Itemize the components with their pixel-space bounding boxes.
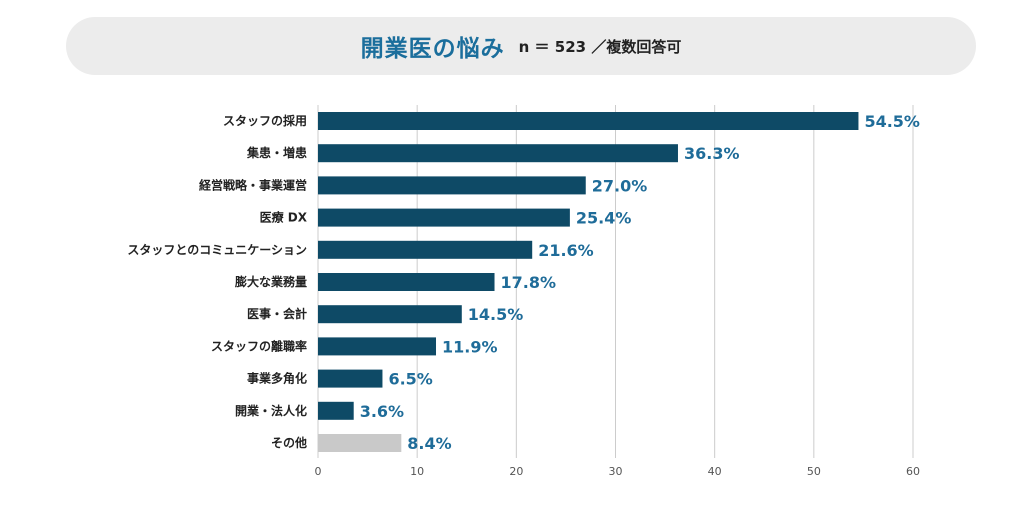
value-label: 54.5% (864, 112, 920, 131)
bar (318, 240, 533, 259)
category-label: 医療 DX (260, 210, 308, 225)
category-label: スタッフとのコミュニケーション (127, 243, 307, 257)
bar (318, 337, 437, 356)
x-tick-label: 30 (609, 465, 623, 478)
value-label: 3.6% (360, 402, 404, 421)
bar (318, 369, 383, 388)
category-label: 経営戦略・事業運営 (199, 177, 307, 192)
category-label: 開業・法人化 (235, 403, 307, 418)
bar (318, 144, 678, 163)
value-label: 8.4% (407, 434, 451, 453)
bars (318, 112, 859, 452)
bar (318, 434, 402, 452)
value-label: 25.4% (576, 209, 632, 228)
grid-lines (317, 105, 914, 458)
value-label: 17.8% (501, 273, 557, 292)
x-tick-label: 40 (708, 465, 722, 478)
bar (318, 305, 462, 324)
x-tick-label: 50 (807, 465, 821, 478)
category-label: スタッフの採用 (223, 113, 307, 128)
bar (318, 176, 586, 195)
chart-subtitle: n ＝ 523 ／複数回答可 (518, 37, 682, 56)
title-banner: 開業医の悩み n ＝ 523 ／複数回答可 (66, 17, 976, 75)
bar (318, 401, 354, 420)
category-label: 事業多角化 (247, 371, 307, 386)
chart-title: 開業医の悩み (360, 36, 505, 62)
x-tick-label: 10 (410, 465, 424, 478)
category-label: 集患・増患 (246, 145, 307, 160)
x-tick-label: 0 (315, 465, 322, 478)
value-label: 11.9% (442, 337, 498, 356)
x-tick-label: 60 (906, 465, 920, 478)
value-label: 27.0% (592, 176, 648, 195)
bar (318, 208, 570, 227)
category-label: スタッフの離職率 (211, 338, 307, 353)
value-label: 6.5% (388, 370, 432, 389)
category-label: 膨大な業務量 (234, 274, 307, 289)
bar (318, 112, 859, 130)
category-label: その他 (271, 435, 307, 450)
x-tick-label: 20 (509, 465, 523, 478)
category-label: 医事・会計 (247, 306, 307, 321)
value-label: 14.5% (468, 305, 524, 324)
value-label: 21.6% (538, 241, 594, 260)
bar (318, 273, 495, 291)
labels: 0 10 20 30 40 50 60 スタッフの採用 54.5% 集患・増患 36.3% 経営戦略・… (127, 112, 920, 478)
value-label: 36.3% (684, 144, 740, 163)
